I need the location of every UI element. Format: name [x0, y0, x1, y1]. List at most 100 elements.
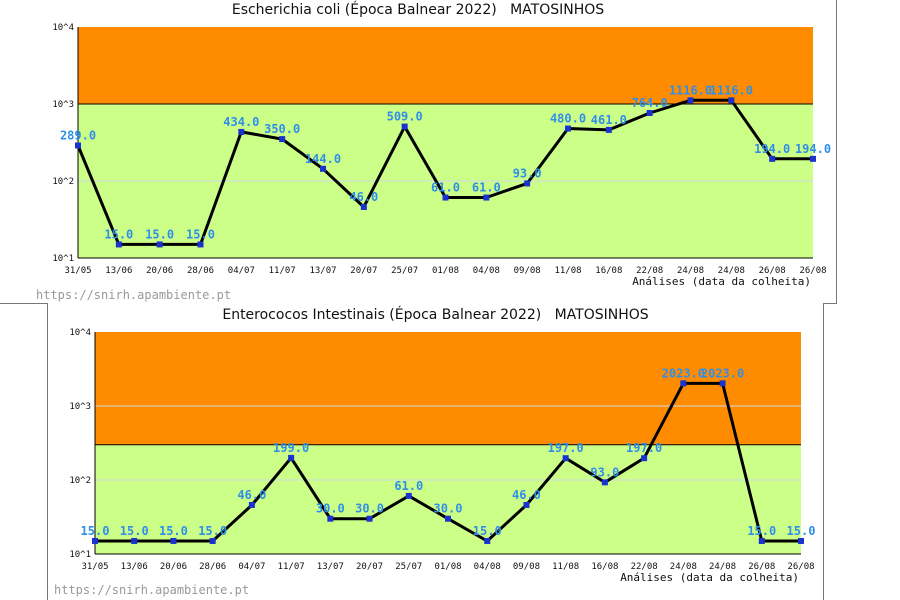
ecoli-data-point	[238, 128, 245, 135]
ecoli-data-point	[728, 97, 735, 104]
ecoli-y-tick-label: 10^4	[52, 23, 74, 33]
ecoli-data-point	[605, 126, 612, 133]
ecoli-data-point	[360, 203, 367, 210]
ecoli-x-tick-label: 24/08	[677, 266, 704, 276]
enterococos-data-label: 30.0	[316, 502, 345, 516]
ecoli-x-tick-label: 13/06	[105, 266, 132, 276]
enterococos-x-tick-label: 11/08	[552, 562, 579, 572]
ecoli-data-label: 461.0	[591, 113, 627, 127]
ecoli-y-tick-label: 10^1	[52, 254, 74, 264]
enterococos-x-tick-label: 25/07	[395, 562, 422, 572]
ecoli-data-label: 509.0	[387, 110, 423, 124]
ecoli-x-tick-label: 28/06	[187, 266, 214, 276]
enterococos-danger-zone	[95, 332, 801, 445]
ecoli-data-label: 1116.0	[710, 83, 753, 97]
enterococos-data-label: 15.0	[120, 524, 149, 538]
enterococos-data-point	[405, 492, 412, 499]
ecoli-data-point	[810, 155, 816, 162]
enterococos-data-point	[209, 537, 216, 544]
ecoli-data-point	[197, 241, 204, 248]
enterococos-chart-panel: Enterococos Intestinais (Época Balnear 2…	[47, 303, 824, 600]
enterococos-data-label: 15.0	[198, 524, 227, 538]
ecoli-data-label: 289.0	[60, 129, 96, 143]
ecoli-x-tick-label: 13/07	[309, 266, 336, 276]
ecoli-x-tick-label: 24/08	[718, 266, 745, 276]
ecoli-data-point	[769, 155, 776, 162]
ecoli-x-tick-label: 26/08	[759, 266, 786, 276]
ecoli-x-tick-label: 01/08	[432, 266, 459, 276]
ecoli-x-tick-label: 11/07	[269, 266, 296, 276]
enterococos-y-tick-label: 10^2	[69, 476, 91, 486]
ecoli-data-point	[687, 97, 694, 104]
ecoli-y-tick-label: 10^3	[52, 100, 74, 110]
ecoli-data-label: 144.0	[305, 152, 341, 166]
ecoli-x-tick-label: 04/08	[473, 266, 500, 276]
ecoli-data-label: 434.0	[223, 115, 259, 129]
enterococos-data-label: 15.0	[747, 524, 776, 538]
enterococos-x-tick-label: 22/08	[631, 562, 658, 572]
enterococos-data-label: 93.0	[590, 465, 619, 479]
enterococos-x-tick-label: 26/08	[748, 562, 775, 572]
enterococos-data-label: 30.0	[434, 502, 463, 516]
ecoli-data-point	[320, 165, 326, 172]
enterococos-ok-zone	[95, 444, 801, 554]
enterococos-data-label: 61.0	[394, 479, 423, 493]
enterococos-data-point	[92, 537, 98, 544]
enterococos-x-tick-label: 20/07	[356, 562, 383, 572]
enterococos-credit: https://snirh.apambiente.pt	[54, 583, 250, 597]
enterococos-x-tick-label: 24/08	[709, 562, 736, 572]
ecoli-data-label: 480.0	[550, 112, 586, 126]
enterococos-data-point	[758, 537, 765, 544]
enterococos-data-label: 46.0	[512, 488, 541, 502]
enterococos-x-tick-label: 04/07	[238, 562, 265, 572]
enterococos-data-point	[445, 515, 451, 522]
ecoli-danger-zone	[78, 27, 813, 104]
ecoli-x-tick-label: 22/08	[636, 266, 663, 276]
ecoli-data-point	[156, 241, 163, 248]
ecoli-x-tick-label: 11/08	[554, 266, 581, 276]
enterococos-data-point	[523, 501, 530, 508]
ecoli-data-label: 1116.0	[669, 83, 712, 97]
ecoli-data-label: 61.0	[431, 181, 460, 195]
ecoli-data-label: 46.0	[349, 190, 378, 204]
enterococos-x-tick-label: 04/08	[474, 562, 501, 572]
ecoli-x-tick-label: 16/08	[595, 266, 622, 276]
enterococos-data-label: 15.0	[473, 524, 502, 538]
enterococos-data-point	[719, 380, 726, 387]
enterococos-data-point	[170, 537, 177, 544]
ecoli-data-label: 194.0	[754, 142, 790, 156]
enterococos-x-tick-label: 16/08	[591, 562, 618, 572]
ecoli-data-point	[279, 136, 286, 143]
enterococos-x-tick-label: 20/06	[160, 562, 187, 572]
enterococos-data-point	[288, 454, 295, 461]
ecoli-x-tick-label: 09/08	[514, 266, 541, 276]
enterococos-data-label: 199.0	[273, 441, 309, 455]
enterococos-data-label: 197.0	[548, 441, 584, 455]
enterococos-data-label: 197.0	[626, 441, 662, 455]
ecoli-data-point	[483, 194, 490, 201]
ecoli-x-tick-label: 20/06	[146, 266, 173, 276]
enterococos-data-point	[366, 515, 373, 522]
enterococos-data-label: 46.0	[237, 488, 266, 502]
ecoli-data-point	[75, 142, 81, 149]
enterococos-x-tick-label: 26/08	[787, 562, 814, 572]
ecoli-chart-panel: Escherichia coli (Época Balnear 2022) MA…	[0, 0, 837, 304]
enterococos-x-tick-label: 09/08	[513, 562, 540, 572]
ecoli-chart-title: Escherichia coli (Época Balnear 2022) MA…	[231, 2, 605, 18]
enterococos-x-tick-label: 28/06	[199, 562, 226, 572]
enterococos-y-tick-label: 10^4	[69, 328, 91, 338]
ecoli-x-tick-label: 25/07	[391, 266, 418, 276]
ecoli-x-axis-title: Análises (data da colheita)	[632, 275, 811, 288]
enterococos-x-tick-label: 24/08	[670, 562, 697, 572]
enterococos-data-point	[680, 380, 687, 387]
ecoli-data-label: 764.0	[632, 96, 668, 110]
ecoli-data-point	[442, 194, 449, 201]
enterococos-data-label: 2023.0	[662, 366, 705, 380]
enterococos-data-label: 2023.0	[701, 366, 744, 380]
enterococos-data-label: 15.0	[81, 524, 110, 538]
ecoli-data-label: 61.0	[472, 181, 501, 195]
ecoli-data-label: 15.0	[186, 227, 215, 241]
enterococos-x-tick-label: 01/08	[434, 562, 461, 572]
ecoli-data-point	[646, 110, 653, 117]
ecoli-data-label: 15.0	[104, 227, 133, 241]
